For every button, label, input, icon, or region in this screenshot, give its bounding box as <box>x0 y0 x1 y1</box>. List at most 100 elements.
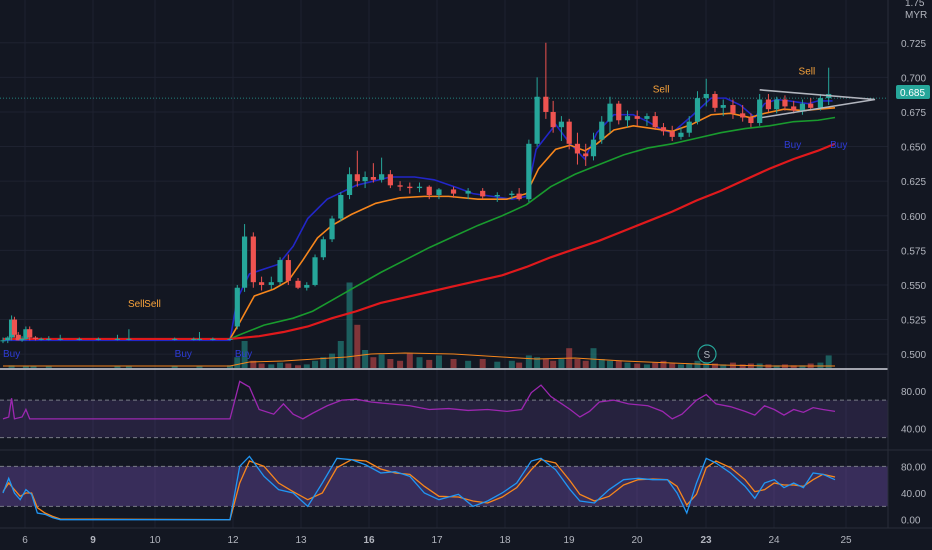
candle-body <box>312 257 318 285</box>
candle-body <box>362 177 368 182</box>
signal-label: Sell <box>144 299 161 310</box>
candle-body <box>720 105 726 108</box>
candle-body <box>11 319 18 335</box>
volume-bar <box>686 363 693 368</box>
candle-body <box>426 186 432 195</box>
candle-body <box>76 338 82 340</box>
candle-body <box>250 236 256 283</box>
volume-bar <box>711 363 718 368</box>
candle-body <box>558 121 565 128</box>
candle-body <box>338 195 344 219</box>
candle-body <box>450 189 457 194</box>
time-tick-label: 16 <box>363 535 375 546</box>
candle-body <box>607 103 613 122</box>
volume-bar <box>598 359 605 368</box>
candle-body <box>95 338 101 340</box>
candle-body <box>543 96 549 112</box>
candle-body <box>234 287 240 327</box>
signal-label: Buy <box>175 349 192 360</box>
volume-bar <box>397 360 404 368</box>
candle-body <box>416 186 423 189</box>
volume-bar <box>825 355 832 368</box>
candle-body <box>791 106 797 111</box>
currency-label: MYR <box>905 10 927 21</box>
event-marker[interactable]: S <box>697 344 717 364</box>
candle-body <box>354 174 360 182</box>
volume-bar <box>227 365 233 368</box>
volume-bar <box>329 353 336 368</box>
candle-body <box>509 193 515 195</box>
candle-body <box>516 193 522 200</box>
candle-body <box>258 282 265 285</box>
time-tick-label: 13 <box>295 535 307 546</box>
candle-body <box>172 338 178 340</box>
volume-bar <box>125 366 132 368</box>
candle-body <box>46 338 52 340</box>
volume-bar <box>817 362 824 368</box>
volume-bar <box>171 366 178 368</box>
scale-label: 1.75 <box>905 0 925 9</box>
candle-body <box>599 121 605 140</box>
volume-bar <box>241 341 248 368</box>
volume-bar <box>660 360 667 368</box>
volume-bar <box>268 364 275 368</box>
candle-body <box>669 131 675 137</box>
candle-body <box>624 116 631 121</box>
price-tick-label: 0.575 <box>901 246 926 257</box>
candle-body <box>210 338 216 340</box>
volume-bar <box>494 361 501 368</box>
price-tick-label: 0.625 <box>901 177 926 188</box>
volume-bar <box>285 363 292 368</box>
candle-body <box>227 338 233 340</box>
candle-body <box>526 143 532 200</box>
volume-bar <box>465 360 472 368</box>
volume-bar <box>22 366 29 368</box>
candle-body <box>799 103 806 111</box>
candle-body <box>590 139 597 157</box>
volume-bar <box>582 360 589 368</box>
candle-body <box>295 280 301 288</box>
candle-body <box>757 99 763 124</box>
volume-bar <box>295 365 302 368</box>
candle-body <box>686 121 692 133</box>
volume-bar <box>258 363 265 368</box>
candle-body <box>5 337 11 341</box>
price-tick-label: 0.600 <box>901 212 926 223</box>
candle-body <box>277 260 283 283</box>
candle-body <box>15 334 21 341</box>
candle-body <box>774 99 780 110</box>
time-tick-label: 10 <box>149 535 161 546</box>
last-price-label: 0.685 <box>900 88 925 99</box>
triangle-pattern <box>759 89 876 119</box>
volume-bar <box>320 357 327 368</box>
time-tick-label: 20 <box>631 535 643 546</box>
volume-bar <box>550 360 557 368</box>
volume-bar <box>114 366 121 368</box>
stoch-band <box>0 466 888 507</box>
volume-bar <box>250 360 257 368</box>
candle-body <box>346 174 353 195</box>
candle-body <box>817 98 824 108</box>
candle-body <box>730 105 736 114</box>
candle-body <box>370 177 376 180</box>
candle-body <box>550 111 556 128</box>
price-tick-label: 0.650 <box>901 143 926 154</box>
candle-body <box>397 185 403 187</box>
volume-bar <box>416 357 423 368</box>
candle-body <box>126 338 132 340</box>
time-tick-label: 24 <box>768 535 780 546</box>
candle-body <box>0 340 6 342</box>
candle-body <box>38 338 44 340</box>
volume-bar <box>669 363 676 368</box>
price-tick-label: 0.525 <box>901 316 926 327</box>
volume-bar <box>479 359 486 368</box>
candle-body <box>320 239 326 258</box>
rsi-line <box>2 380 836 420</box>
signal-label: Sell <box>653 85 670 96</box>
candle-body <box>748 117 754 124</box>
moving-average-line <box>3 116 836 340</box>
candle-body <box>534 96 540 144</box>
candle-body <box>379 174 385 180</box>
volume-bar <box>624 362 631 368</box>
